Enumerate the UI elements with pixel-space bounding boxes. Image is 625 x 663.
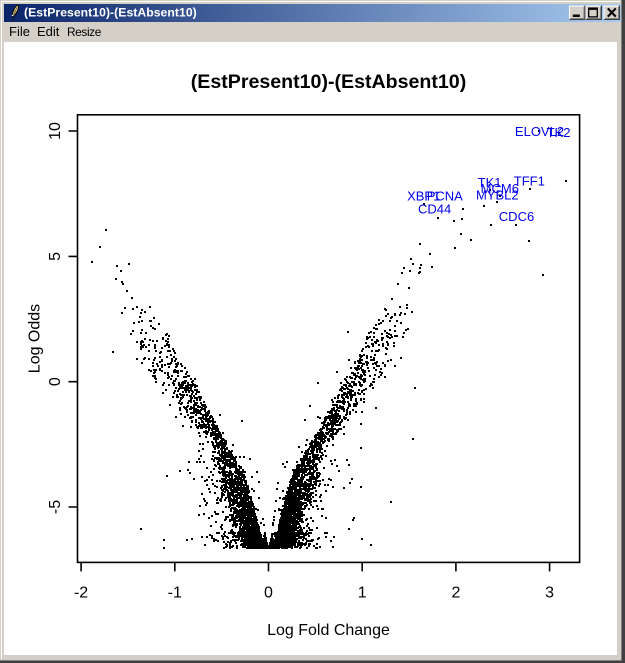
svg-text:CDC6: CDC6 [499,209,534,224]
svg-text:Resize: Resize [67,25,102,39]
svg-text:XBP1: XBP1 [407,189,440,204]
svg-text:-2: -2 [74,585,88,602]
svg-text:TFF1: TFF1 [514,174,545,189]
svg-text:Log Odds: Log Odds [27,304,44,373]
svg-text:2: 2 [451,585,460,602]
svg-text:CD44: CD44 [418,202,451,217]
svg-text:10: 10 [47,122,64,140]
svg-text:Log Fold Change: Log Fold Change [267,622,390,639]
svg-text:3: 3 [545,585,554,602]
svg-text:TK2: TK2 [547,125,571,140]
svg-text:PCNA: PCNA [427,189,463,204]
svg-text:0: 0 [264,585,273,602]
svg-text:5: 5 [47,252,64,261]
svg-text:(EstPresent10)-(EstAbsent10): (EstPresent10)-(EstAbsent10) [191,71,466,93]
svg-text:MYBL2: MYBL2 [476,187,519,202]
svg-text:MCM6: MCM6 [481,181,519,196]
svg-text:File: File [9,24,30,39]
svg-text:1: 1 [358,585,367,602]
svg-text:TK1: TK1 [478,175,502,190]
svg-text:ELOVL2: ELOVL2 [515,124,564,139]
svg-text:-1: -1 [168,585,182,602]
svg-text:0: 0 [47,377,64,386]
svg-text:(EstPresent10)-(EstAbsent10): (EstPresent10)-(EstAbsent10) [24,6,197,20]
svg-text:Edit: Edit [37,24,60,39]
svg-text:-5: -5 [47,500,64,514]
